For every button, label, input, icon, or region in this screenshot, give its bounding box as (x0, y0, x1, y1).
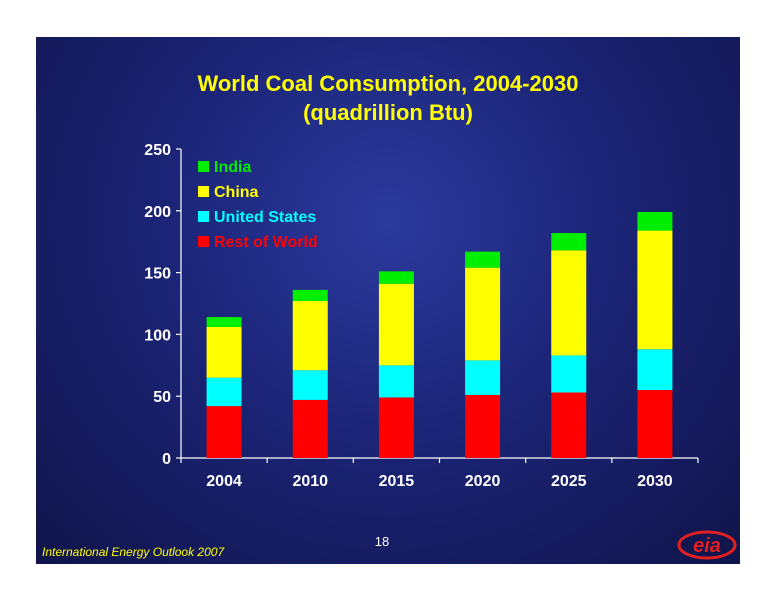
bar-segment-rest-of-world (551, 392, 587, 458)
slide: World Coal Consumption, 2004-2030 (quadr… (36, 37, 740, 564)
chart-title: World Coal Consumption, 2004-2030 (197, 71, 579, 96)
x-tick-label: 2004 (206, 473, 242, 490)
y-tick-label: 250 (144, 142, 171, 159)
y-tick-label: 150 (144, 266, 171, 283)
legend-swatch (198, 236, 209, 247)
eia-logo-ring (677, 530, 737, 560)
x-tick-label: 2010 (292, 473, 328, 490)
x-tick-label: 2020 (465, 473, 501, 490)
chart-title-block: World Coal Consumption, 2004-2030 (quadr… (36, 69, 740, 127)
legend-swatch (198, 211, 209, 222)
y-tick-label: 0 (162, 451, 171, 468)
bar-segment-rest-of-world (637, 390, 673, 458)
legend-label: India (214, 159, 251, 176)
legend-swatch (198, 161, 209, 172)
bar-segment-china (551, 250, 587, 356)
bar-segment-india (206, 317, 242, 327)
bar-segment-china (292, 301, 328, 371)
footer-source: International Energy Outlook 2007 (42, 545, 225, 559)
bar-segment-united-states (292, 370, 328, 400)
legend-label: China (214, 184, 259, 201)
bar-segment-united-states (637, 349, 673, 391)
bar-segment-united-states (551, 355, 587, 393)
bar-segment-rest-of-world (206, 406, 242, 458)
stacked-bar-chart: 0 50 100 150 200 250 2004 2010 2015 2020 2025 2030 I… (144, 142, 699, 490)
y-tick-label: 50 (153, 389, 171, 406)
bar-segment-rest-of-world (465, 394, 501, 458)
bar-segment-india (551, 233, 587, 251)
chart-subtitle: (quadrillion Btu) (303, 100, 473, 125)
legend-label: Rest of World (214, 234, 318, 251)
legend-label: United States (214, 209, 316, 226)
page-number: 18 (374, 534, 390, 549)
legend-swatch (198, 186, 209, 197)
y-tick-label: 200 (144, 204, 171, 221)
x-tick-label: 2025 (551, 473, 587, 490)
bar-segment-rest-of-world (378, 397, 414, 458)
bar-segment-china (637, 230, 673, 350)
bar-segment-india (378, 271, 414, 284)
bar-segment-united-states (206, 377, 242, 407)
x-tick-label: 2030 (637, 473, 673, 490)
bar-segment-india (465, 251, 501, 268)
bar-segment-rest-of-world (292, 399, 328, 458)
x-tick-label: 2015 (379, 473, 415, 490)
bar-segment-united-states (465, 360, 501, 395)
eia-logo-text: eia (693, 535, 721, 557)
bar-segment-india (292, 289, 328, 302)
bar-segment-china (206, 326, 242, 378)
eia-logo: eia (677, 530, 737, 560)
bar-segment-united-states (378, 365, 414, 398)
bar-segment-india (637, 212, 673, 231)
bar-segment-china (378, 283, 414, 366)
y-tick-label: 100 (144, 327, 171, 344)
bar-segment-china (465, 267, 501, 361)
